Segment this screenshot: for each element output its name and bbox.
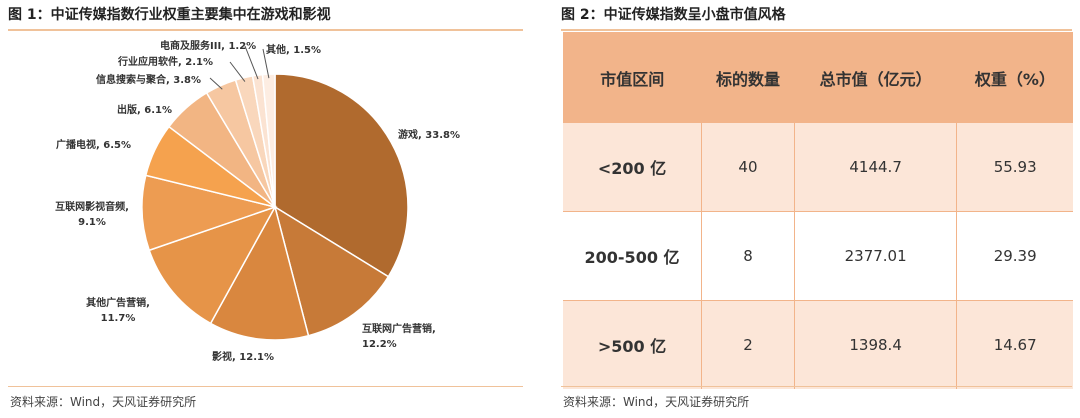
cell-cap-range: >500 亿: [563, 300, 703, 389]
market-cap-table: 市值区间 标的数量 总市值（亿元） 权重（%） <200 亿 40 4144.7…: [563, 32, 1073, 389]
pie-label: 影视, 12.1%: [212, 350, 274, 363]
pie-label: 游戏, 33.8%: [398, 128, 460, 141]
pie-label: 行业应用软件, 2.1%: [117, 55, 213, 68]
figure-2-source: 资料来源：Wind，天风证券研究所: [563, 395, 750, 409]
pie-label: 出版, 6.1%: [117, 103, 172, 116]
cell-weight: 55.93: [956, 123, 1073, 212]
pie-chart-panel: 图 1：中证传媒指数行业权重主要集中在游戏和影视 游戏, 33.8% 互联网广告营…: [0, 0, 530, 418]
header-weight: 权重（%）: [956, 32, 1073, 123]
source-divider: [8, 386, 523, 387]
pie-label: 电商及服务III, 1.2%: [160, 39, 256, 52]
cell-cap-range: 200-500 亿: [563, 211, 703, 301]
pie-label: 其他, 1.5%: [266, 43, 321, 56]
cell-weight: 14.67: [956, 300, 1073, 389]
pie-slice: [148, 205, 277, 325]
leader-line: [244, 45, 259, 80]
table-panel: 图 2：中证传媒指数呈小盘市值风格 市值区间 标的数量 总市值（亿元） 权重（%…: [553, 0, 1080, 418]
header-count: 标的数量: [701, 32, 795, 123]
leader-line: [209, 77, 223, 90]
pie-chart: 游戏, 33.8% 互联网广告营销, 12.2% 影视, 12.1% 其他广告营销, 11…: [55, 39, 460, 363]
table-row: <200 亿 40 4144.7 55.93: [563, 123, 1073, 212]
header-cap-range: 市值区间: [563, 32, 702, 123]
pie-slice: [274, 73, 409, 278]
leader-line: [262, 48, 270, 79]
figure-1-source: 资料来源：Wind，天风证券研究所: [10, 395, 197, 409]
table-row: 200-500 亿 8 2377.01 29.39: [563, 211, 1073, 301]
leader-line: [229, 61, 246, 82]
figure-2-title: 图 2：中证传媒指数呈小盘市值风格: [561, 7, 786, 23]
cell-weight: 29.39: [956, 211, 1073, 301]
cell-cap-range: <200 亿: [563, 123, 703, 212]
pie-label: 信息搜索与聚合, 3.8%: [96, 73, 201, 86]
cell-total-cap: 2377.01: [794, 211, 958, 301]
pie-label: 广播电视, 6.5%: [56, 138, 131, 151]
cell-count: 8: [701, 211, 795, 301]
pie-label: 其他广告营销, 11.7%: [86, 296, 150, 324]
cell-count: 2: [701, 300, 795, 389]
title-divider: [561, 29, 1072, 31]
pie-slice: [209, 204, 310, 341]
cell-count: 40: [701, 123, 795, 212]
pie-label: 互联网影视音频, 9.1%: [55, 200, 129, 228]
title-divider: [8, 29, 523, 31]
cell-total-cap: 4144.7: [794, 123, 958, 212]
pie-label: 互联网广告营销, 12.2%: [362, 322, 436, 350]
figure-1-title: 图 1：中证传媒指数行业权重主要集中在游戏和影视: [8, 7, 331, 23]
table-header-row: 市值区间 标的数量 总市值（亿元） 权重（%）: [563, 32, 1073, 123]
table-row: >500 亿 2 1398.4 14.67: [563, 300, 1073, 389]
pie-slice: [261, 73, 276, 208]
pie-slice: [273, 205, 390, 337]
cell-total-cap: 1398.4: [794, 300, 958, 389]
header-total-cap: 总市值（亿元）: [794, 32, 957, 123]
source-divider: [561, 386, 1072, 387]
